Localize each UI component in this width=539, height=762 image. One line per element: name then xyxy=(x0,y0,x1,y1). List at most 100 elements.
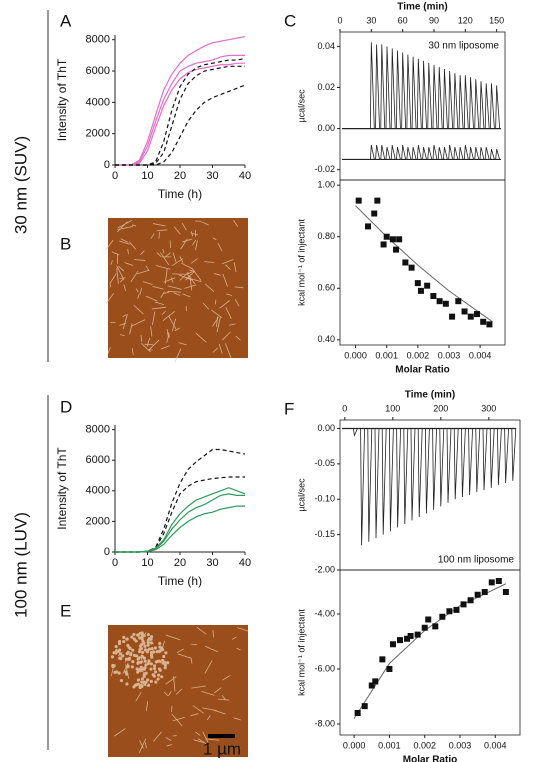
injection-peak xyxy=(390,48,396,129)
data-point xyxy=(379,656,386,663)
fibril xyxy=(222,259,234,265)
x-tick-label: 0.001 xyxy=(375,350,398,360)
data-point xyxy=(414,631,421,638)
data-point xyxy=(386,666,393,672)
aggregate xyxy=(157,649,161,654)
data-point xyxy=(495,578,502,584)
data-point xyxy=(425,616,432,623)
aggregate xyxy=(149,641,153,645)
y-tick-label: 6000 xyxy=(86,65,110,77)
fibril xyxy=(172,252,177,263)
fibril xyxy=(137,269,150,275)
fibril xyxy=(216,316,218,327)
aggregate xyxy=(140,631,144,635)
data-point xyxy=(371,210,378,217)
fibril xyxy=(202,707,217,711)
aggregate xyxy=(114,645,118,649)
y-tick-label: 0.80 xyxy=(317,231,335,241)
fibril xyxy=(222,675,231,681)
y-tick-label: 4000 xyxy=(86,96,110,108)
fibril xyxy=(160,252,170,266)
aggregate xyxy=(144,663,148,667)
data-point xyxy=(380,241,387,248)
data-point xyxy=(430,293,437,300)
x-tick-label: 100 xyxy=(385,403,400,413)
x-tick-label: 0.001 xyxy=(378,740,401,750)
fibril xyxy=(204,261,215,263)
injection-peak xyxy=(374,428,380,539)
fibril xyxy=(165,634,181,641)
injection-peak xyxy=(389,428,394,532)
fibril xyxy=(167,285,182,290)
x-axis-label: Time (h) xyxy=(158,187,202,201)
data-point xyxy=(404,635,411,642)
x-tick-label: 0.000 xyxy=(343,740,366,750)
aggregate xyxy=(118,656,122,660)
scale-bar-label: 1 µm xyxy=(203,739,241,758)
y-tick-label: 0.02 xyxy=(317,82,335,92)
data-point xyxy=(407,633,414,639)
data-point xyxy=(372,678,379,685)
y-axis-label: kcal mol⁻¹ of injectant xyxy=(296,609,306,696)
fibril xyxy=(232,636,237,640)
fibril xyxy=(189,276,193,291)
data-point xyxy=(389,236,396,243)
y-tick-label: -8.00 xyxy=(314,718,335,728)
data-point xyxy=(396,236,403,243)
fibril xyxy=(140,656,144,664)
fibril xyxy=(146,337,151,347)
fibril xyxy=(205,738,220,741)
x-axis-label: Molar Ratio xyxy=(403,755,457,762)
fibril xyxy=(162,248,165,254)
fibril xyxy=(212,629,215,638)
fibril xyxy=(195,240,198,251)
data-point xyxy=(455,298,462,305)
aggregate xyxy=(132,632,136,637)
aggregate xyxy=(162,654,166,659)
data-point xyxy=(467,313,474,320)
fibril xyxy=(195,332,207,343)
x-tick-label: 10 xyxy=(141,557,153,569)
fibril xyxy=(168,315,177,330)
fibril xyxy=(165,737,172,741)
injection-peak xyxy=(484,83,490,129)
fibril xyxy=(180,262,194,270)
injection-peak xyxy=(497,428,502,486)
injection-peak xyxy=(367,428,373,542)
y-axis-label: Intensity of ThT xyxy=(55,58,69,141)
fibril xyxy=(160,291,165,299)
data-point xyxy=(368,682,375,689)
fibril xyxy=(161,310,167,315)
x-tick-label: 90 xyxy=(429,15,439,25)
x-axis-label: Time (h) xyxy=(158,574,202,588)
injection-peak xyxy=(446,428,452,503)
fibril xyxy=(110,260,113,265)
aggregate xyxy=(149,653,154,657)
fibril xyxy=(233,262,237,273)
afm-image xyxy=(108,218,248,358)
aggregate xyxy=(153,670,158,674)
y-tick-label: -6.00 xyxy=(314,663,335,673)
x-tick-label: 200 xyxy=(433,403,448,413)
fibril xyxy=(221,695,226,701)
fibril xyxy=(233,717,242,721)
injection-peak xyxy=(416,144,422,160)
fibril xyxy=(204,283,215,292)
aggregate xyxy=(130,665,134,669)
fibril xyxy=(217,243,223,252)
x-tick-label: 0 xyxy=(342,403,347,413)
x-tick-label: 0.004 xyxy=(484,740,507,750)
y-tick-label: 2000 xyxy=(86,128,110,140)
aggregate xyxy=(118,648,122,652)
injection-peak xyxy=(422,60,427,129)
fibril xyxy=(185,270,196,281)
afm-texture xyxy=(105,220,244,362)
fibril xyxy=(222,273,228,287)
fibril xyxy=(190,232,199,236)
row-label: 100 nm (LUV) xyxy=(11,512,30,618)
row-label: 30 nm (SUV) xyxy=(11,136,30,234)
fibril xyxy=(173,226,181,235)
fibril xyxy=(109,283,111,288)
fibril xyxy=(214,273,221,276)
fibril xyxy=(171,713,183,727)
